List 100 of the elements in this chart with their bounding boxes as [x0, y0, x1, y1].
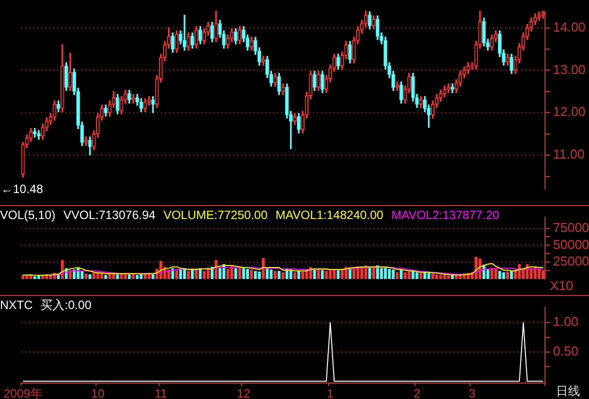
bar	[502, 272, 506, 279]
candlestick	[104, 104, 108, 116]
bar	[404, 272, 407, 279]
y-tick-label: 11.00	[553, 146, 585, 162]
bar	[206, 268, 210, 279]
bar	[274, 270, 277, 279]
y-tick-label: 0.50	[553, 344, 578, 359]
bar	[226, 268, 230, 279]
x-tick-label: 2	[414, 386, 421, 399]
candlestick	[537, 11, 541, 21]
bar	[282, 272, 284, 279]
bar	[246, 268, 249, 279]
candlestick	[320, 70, 324, 94]
candlestick	[442, 86, 446, 98]
candlestick	[399, 81, 404, 104]
bar	[258, 272, 261, 279]
bar	[372, 266, 376, 279]
bar	[542, 270, 544, 279]
candlestick	[40, 124, 44, 140]
candlestick	[482, 18, 486, 46]
candlestick	[186, 32, 190, 51]
y-tick-label: 14.00	[553, 19, 586, 34]
candlestick	[60, 44, 64, 112]
candlestick	[312, 70, 316, 91]
bar	[187, 270, 190, 279]
bar	[408, 272, 410, 279]
text: MAVOL2:137877.20	[391, 208, 500, 222]
bar	[152, 274, 154, 279]
candlestick	[64, 62, 68, 91]
bar	[76, 268, 80, 279]
bar	[510, 270, 513, 279]
candlestick	[368, 11, 372, 30]
bar	[242, 268, 246, 279]
bar	[80, 270, 84, 279]
y-tick-label: 12.00	[553, 104, 586, 120]
bar	[380, 268, 383, 279]
bar	[384, 268, 387, 279]
x-tick-label: 10	[91, 386, 105, 399]
bar	[388, 268, 391, 279]
chart-title: VOL(5,10)	[0, 208, 56, 222]
candlestick	[296, 113, 301, 134]
bar	[250, 270, 253, 279]
candlestick	[250, 36, 254, 51]
candlestick	[292, 113, 297, 125]
bar	[190, 270, 194, 279]
x-tick-label: 12	[236, 386, 251, 399]
bar	[447, 276, 450, 279]
bar	[443, 274, 446, 279]
bar	[84, 274, 88, 279]
bar	[538, 268, 541, 279]
annotation: VVOL:713076.94	[63, 208, 156, 222]
annotation: VOLUME:77250.00	[163, 208, 268, 222]
annotation: ←10.48	[1, 182, 44, 196]
candlestick	[281, 83, 285, 96]
candlestick	[56, 100, 60, 112]
candlestick	[116, 94, 120, 114]
candlestick	[348, 41, 352, 64]
candlestick	[234, 28, 238, 44]
bar	[313, 268, 316, 279]
bar	[344, 266, 348, 279]
bar	[324, 270, 328, 279]
candlestick	[170, 32, 175, 53]
bar	[293, 272, 296, 279]
candlestick	[238, 26, 242, 44]
bar	[435, 274, 438, 279]
x-tick-label: 3	[468, 386, 476, 399]
bar	[416, 272, 418, 279]
bar	[336, 270, 340, 279]
candlestick	[277, 72, 281, 96]
candlestick	[174, 30, 178, 53]
candlestick	[506, 54, 510, 66]
candlestick	[541, 10, 545, 19]
candlestick	[372, 16, 376, 30]
candlestick	[198, 26, 202, 44]
y-tick-label: 50000	[553, 236, 589, 252]
candlestick	[194, 26, 198, 48]
bar	[88, 274, 92, 279]
candlestick	[52, 100, 56, 121]
bar	[128, 274, 131, 279]
y-axis-title: X10	[549, 278, 574, 293]
bar	[108, 274, 112, 279]
bar	[439, 274, 442, 279]
candlestick	[273, 72, 277, 87]
candlestick	[29, 128, 33, 142]
bar	[412, 270, 414, 279]
x-tick-label: 11	[154, 386, 168, 399]
bar	[179, 270, 182, 279]
candlestick	[419, 96, 423, 108]
bar	[506, 272, 509, 279]
text: MAVOL1:148240.00	[276, 208, 384, 222]
chart-title: NXTC	[0, 298, 33, 312]
y-tick-label: 13.00	[553, 62, 586, 77]
candlestick	[214, 10, 218, 42]
bar	[317, 270, 320, 279]
x-tick-label: 2009年	[4, 386, 42, 399]
candlestick	[36, 130, 41, 140]
candlestick	[316, 70, 320, 91]
candlestick	[143, 98, 147, 112]
bar	[92, 272, 96, 279]
bar	[175, 270, 178, 279]
